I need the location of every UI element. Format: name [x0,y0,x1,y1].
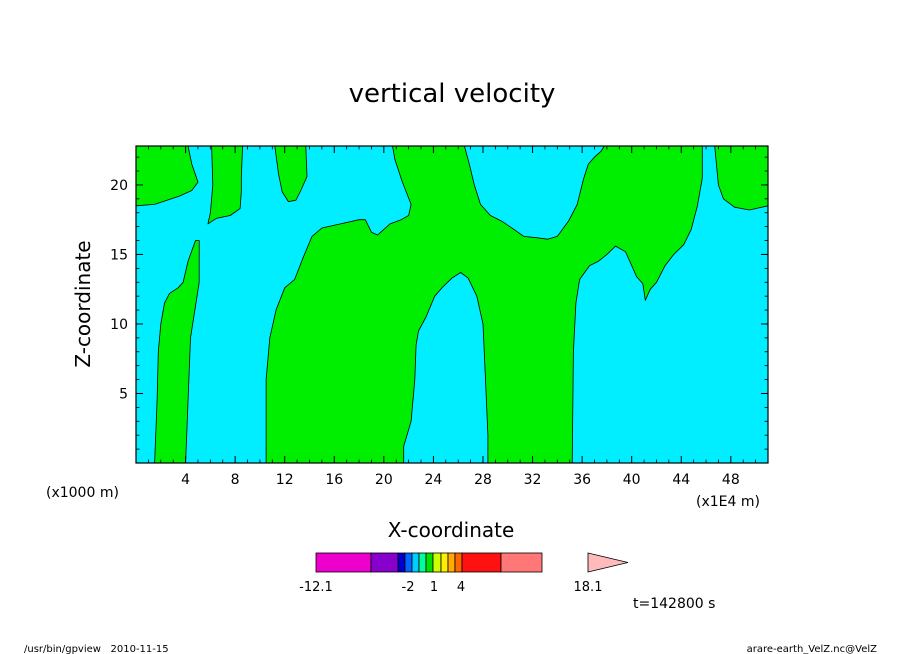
colorbar-segment [418,552,427,573]
y-axis-label: Z-coordinate [71,240,95,367]
colorbar [315,552,629,573]
y-tick-label: 15 [110,247,128,263]
colorbar-segment [370,552,399,573]
contour-region-2 [154,240,200,464]
plot-frame [135,145,769,464]
x-tick-label: 32 [524,472,542,488]
x-tick-label: 48 [722,472,740,488]
colorbar-label: -12.1 [299,580,333,595]
time-label: t=142800 s [633,596,715,612]
contour-region-4 [274,145,308,203]
x-tick-label: 8 [231,472,240,488]
footer-right: arare-earth_VelZ.nc@VelZ [747,644,878,654]
chart-title: vertical velocity [349,79,556,109]
colorbar-label: -2 [402,580,415,595]
x-scale-note: (x1000 m) [46,485,119,501]
y-tick-label: 10 [110,317,128,333]
x-tick-label: 28 [474,472,492,488]
x-tick-label: 40 [623,472,641,488]
colorbar-segment [447,552,456,573]
contour-region-3 [207,145,244,225]
colorbar-segment [454,552,463,573]
y-tick-label: 20 [110,178,128,194]
contour-region-1 [135,145,199,207]
x-tick-label: 20 [375,472,393,488]
colorbar-segment [500,552,543,573]
x-axis-label: X-coordinate [388,518,515,542]
colorbar-segment [397,552,406,573]
contour-regions [135,145,769,464]
x-axis-ticks: 4 8 12 16 20 24 28 32 36 40 44 48 [147,146,757,488]
colorbar-label: 4 [457,580,465,595]
colorbar-label: 18.1 [574,580,603,595]
colorbar-segment [461,552,502,573]
y-axis-ticks: 5 10 15 20 [110,156,768,450]
x-tick-label: 16 [325,472,343,488]
x-tick-label: 36 [573,472,591,488]
colorbar-label: 1 [430,580,438,595]
x-tick-label: 12 [276,472,294,488]
colorbar-segment [425,552,434,573]
colorbar-arrow [587,552,629,573]
x-scale-note-right: (x1E4 m) [696,494,760,510]
colorbar-segment [440,552,449,573]
footer-left: /usr/bin/gpview 2010-11-15 [24,644,169,654]
colorbar-labels: -12.1 -2 1 4 18.1 [299,580,602,595]
colorbar-segment [404,552,413,573]
y-tick-label: 5 [119,386,128,402]
colorbar-segment [411,552,420,573]
colorbar-segment [432,552,442,573]
x-tick-label: 4 [181,472,190,488]
colorbar-segment [315,552,372,573]
x-tick-label: 24 [424,472,442,488]
x-tick-label: 44 [672,472,690,488]
